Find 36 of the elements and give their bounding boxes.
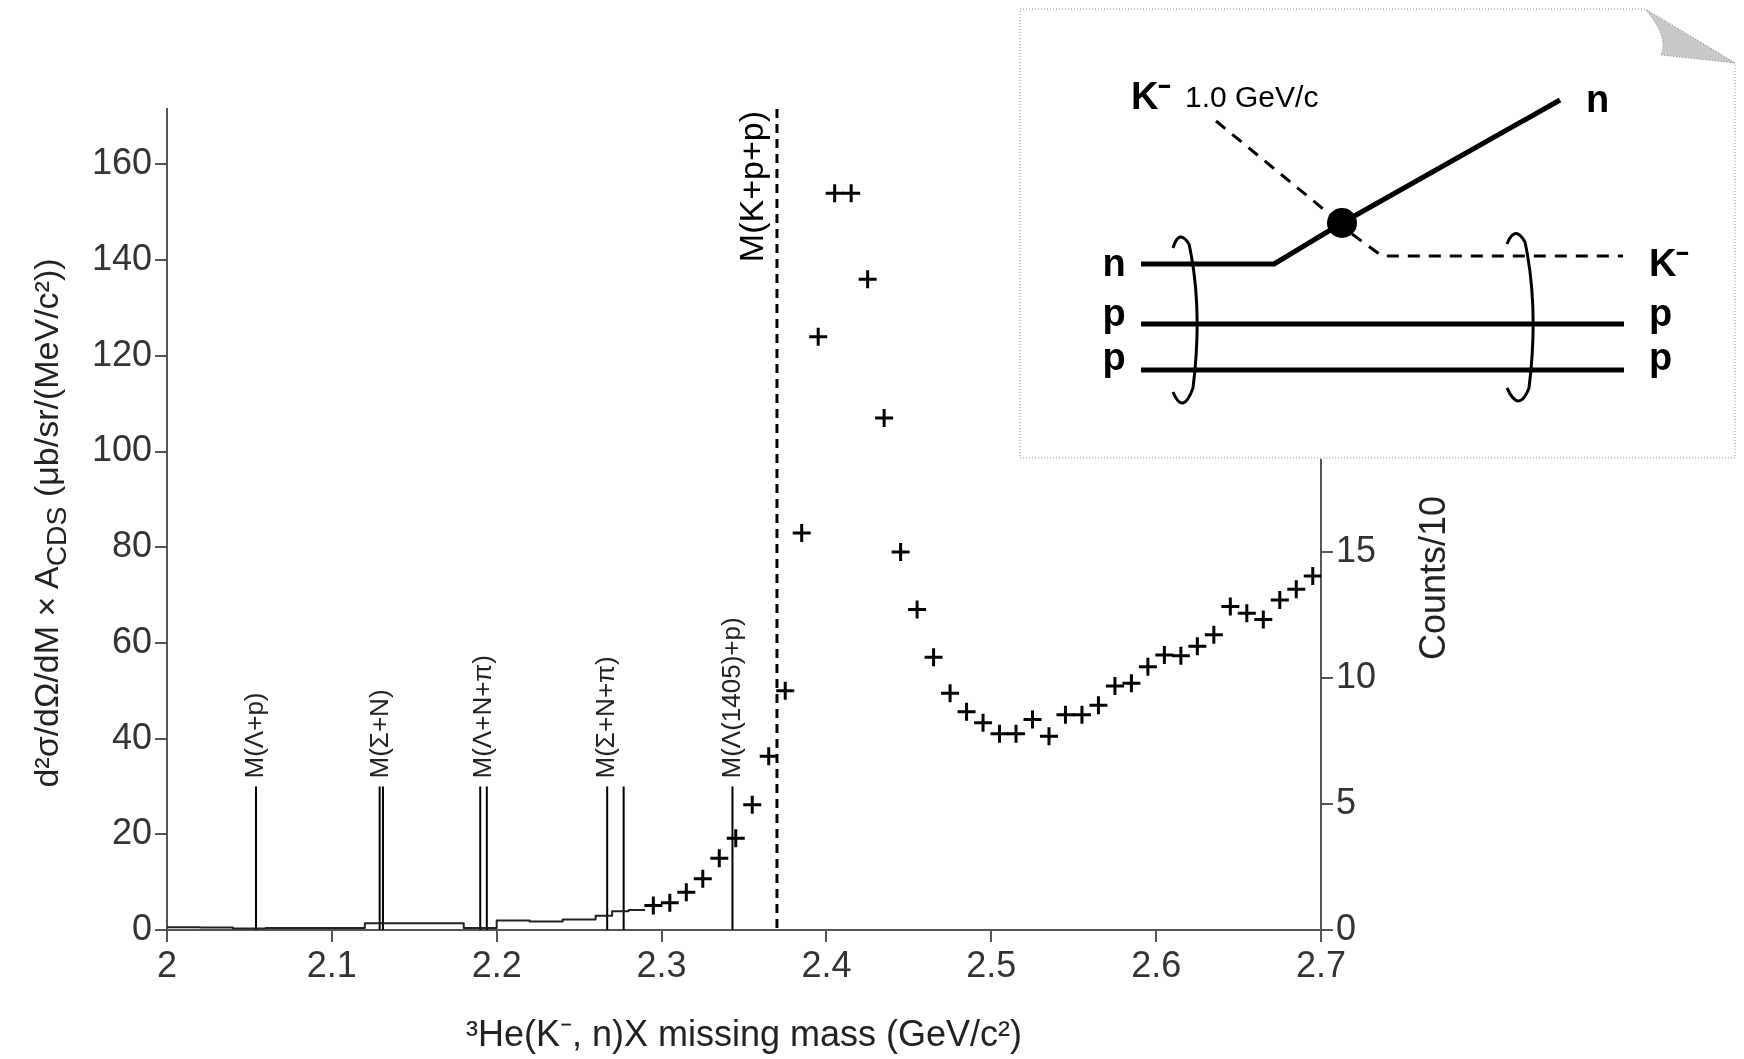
y2-tick-label: 15 xyxy=(1336,529,1377,571)
annotation: p xyxy=(1102,292,1126,334)
y-tick-label: 20 xyxy=(111,811,152,853)
text: K⁻ xyxy=(1649,242,1690,284)
annotation: K⁻ xyxy=(1131,75,1172,117)
annotation: n xyxy=(1102,242,1126,284)
x-tick-label: 2.5 xyxy=(966,943,1017,985)
y-tick-label: 140 xyxy=(91,237,152,279)
annotation: M(Λ(1405)+p) xyxy=(715,617,746,779)
text: p xyxy=(1649,336,1673,378)
ref-line-label: M(K+p+p) xyxy=(732,111,771,263)
annotation: M(Λ+p) xyxy=(239,692,270,779)
y-tick-label: 60 xyxy=(111,619,152,661)
y-tick-label: 160 xyxy=(91,141,152,183)
text: n xyxy=(1586,78,1610,120)
x-tick-label: 2.2 xyxy=(471,943,522,985)
y-tick-label: 120 xyxy=(91,332,152,374)
x-tick-label: 2 xyxy=(156,943,178,985)
y-tick-label: 80 xyxy=(111,524,152,566)
x-tick-label: 2.3 xyxy=(636,943,687,985)
x-axis-title: ³He(K⁻, n)X missing mass (GeV/c²) xyxy=(465,1012,1023,1056)
annotation: 1.0 GeV/c xyxy=(1185,80,1319,113)
y-tick-label: 40 xyxy=(111,715,152,757)
text: p xyxy=(1649,292,1673,334)
y-tick-label: 100 xyxy=(91,428,152,470)
x-tick-label: 2.4 xyxy=(801,943,852,985)
x-tick-label: 2.1 xyxy=(306,943,357,985)
annotation: M(Σ+N+π) xyxy=(590,656,621,779)
y2-tick-label: 10 xyxy=(1336,655,1377,697)
annotation: p xyxy=(1102,336,1126,378)
y2-tick-label: 5 xyxy=(1336,781,1357,822)
annotation: M(Λ+N+π) xyxy=(466,655,497,779)
y-tick-label: 0 xyxy=(131,906,152,948)
y2-axis-title: Counts/10 xyxy=(1412,495,1454,661)
annotation: M(Σ+N) xyxy=(364,689,395,779)
x-tick-label: 2.6 xyxy=(1131,943,1182,985)
